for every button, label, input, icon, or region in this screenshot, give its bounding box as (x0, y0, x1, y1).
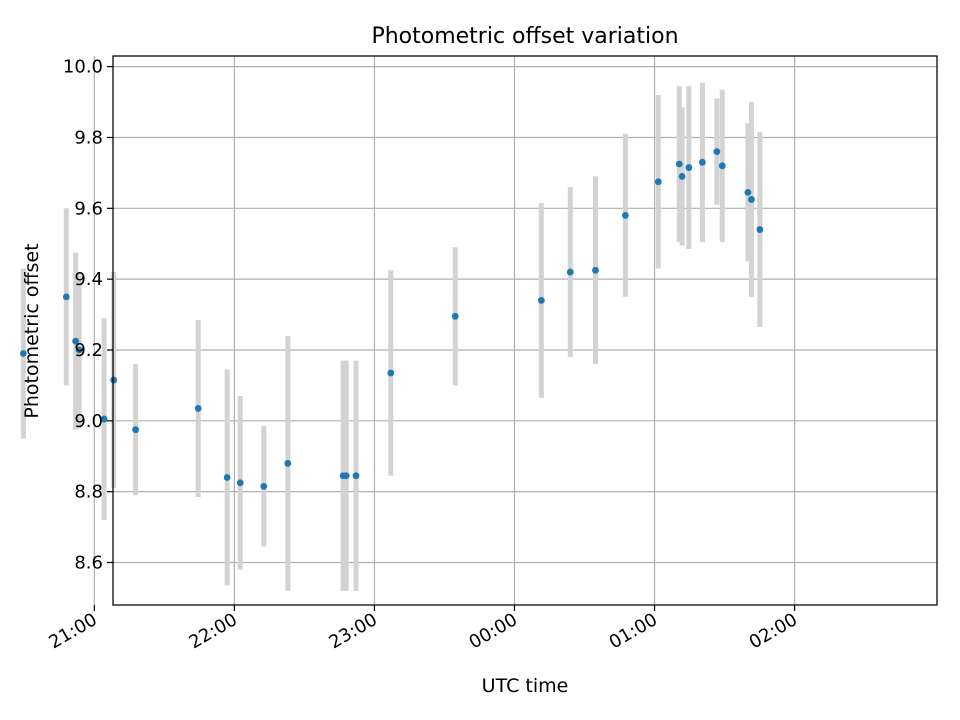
x-tick-label: 02:00 (746, 609, 801, 653)
data-point (236, 479, 244, 487)
y-tick-label: 8.6 (74, 552, 103, 573)
x-tick-label: 00:00 (466, 609, 521, 653)
data-point (387, 369, 395, 377)
x-axis-ticks: 21:00 22:00 23:00 00:00 01:00 02:00 (45, 605, 801, 653)
y-axis-ticks: 8.6 8.8 9.0 9.2 9.4 9.6 9.8 10.0 (63, 57, 113, 573)
x-tick-label: 21:00 (45, 609, 100, 653)
data-point (537, 296, 545, 304)
data-point (75, 346, 83, 354)
data-point (132, 426, 140, 434)
error-bars (20, 82, 763, 591)
data-point (685, 164, 693, 171)
y-tick-label: 9.4 (74, 269, 103, 290)
y-tick-label: 9.8 (74, 127, 103, 148)
data-point (592, 266, 599, 274)
data-point (675, 160, 683, 168)
data-point (699, 158, 706, 166)
x-tick-label: 01:00 (606, 609, 661, 653)
plot-frame (112, 55, 938, 606)
data-points (19, 148, 764, 490)
y-tick-label: 8.8 (74, 482, 103, 503)
data-point (342, 472, 350, 480)
y-tick-label: 9.6 (74, 198, 103, 219)
x-tick-label: 22:00 (185, 609, 240, 653)
data-point (62, 293, 70, 301)
data-point (621, 211, 629, 219)
data-point (744, 188, 752, 196)
data-point (654, 178, 662, 186)
data-point (194, 405, 202, 412)
data-point (19, 350, 27, 357)
chart-title: Photometric offset variation (371, 24, 678, 49)
data-point (718, 162, 726, 170)
data-point (678, 173, 686, 180)
y-tick-label: 9.2 (74, 340, 103, 361)
data-point (100, 415, 108, 423)
data-point (451, 312, 459, 320)
data-point (260, 482, 268, 490)
grid (93, 56, 937, 605)
data-point (284, 459, 292, 467)
x-tick-label: 23:00 (326, 609, 381, 653)
x-axis-label: UTC time (482, 675, 569, 697)
data-point (223, 474, 231, 481)
data-point (110, 376, 118, 384)
data-point (72, 337, 80, 345)
data-point (713, 148, 721, 156)
y-axis-label: Photometric offset (21, 243, 43, 418)
data-point (566, 268, 574, 276)
data-point (352, 472, 360, 480)
y-tick-label: 9.0 (74, 411, 103, 432)
data-point (748, 196, 755, 203)
data-point (756, 226, 764, 233)
y-tick-label: 10.0 (63, 57, 103, 78)
